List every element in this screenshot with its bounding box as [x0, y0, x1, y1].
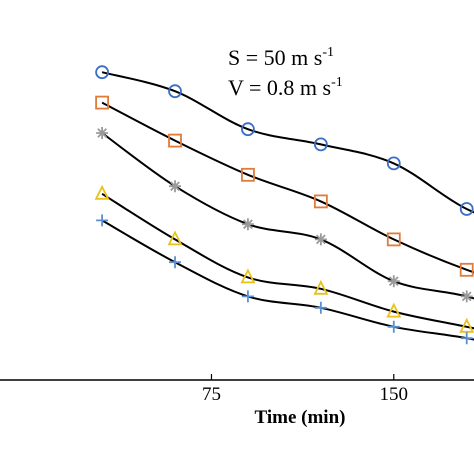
marker [459, 262, 474, 277]
x-tick-label: 150 [380, 384, 409, 405]
marker [240, 268, 256, 284]
marker [241, 290, 254, 303]
marker [314, 233, 327, 246]
marker [460, 332, 473, 345]
series-line [101, 101, 474, 274]
marker [386, 302, 402, 318]
marker [241, 122, 255, 137]
marker [96, 214, 109, 227]
marker [313, 279, 329, 295]
marker [459, 317, 474, 333]
marker [95, 95, 109, 110]
series-line [101, 71, 474, 214]
x-tick-label: 75 [202, 384, 221, 405]
marker [168, 84, 182, 99]
series-line [101, 132, 474, 300]
marker [387, 320, 400, 333]
annotation-sup: -1 [322, 45, 334, 60]
marker [169, 180, 182, 193]
series-line [101, 192, 474, 330]
marker [167, 230, 183, 246]
marker [241, 218, 254, 231]
marker [241, 167, 255, 182]
marker [460, 290, 473, 303]
marker [459, 202, 474, 216]
marker [313, 194, 328, 209]
marker [314, 301, 327, 314]
marker [169, 256, 182, 269]
marker [94, 184, 110, 200]
annotation-text: S = 50 m s [228, 45, 322, 70]
annotation-text: V = 0.8 m s [228, 75, 331, 100]
marker [387, 275, 400, 288]
annotation-sup: -1 [331, 75, 343, 90]
marker [386, 232, 401, 247]
marker [168, 133, 182, 148]
marker [386, 156, 401, 171]
x-axis-label: Time (min) [255, 407, 346, 428]
annotation: V = 0.8 m s-1 [228, 75, 343, 100]
annotation: S = 50 m s-1 [228, 45, 334, 70]
marker [96, 127, 109, 139]
marker [95, 65, 109, 80]
marker [313, 137, 328, 152]
